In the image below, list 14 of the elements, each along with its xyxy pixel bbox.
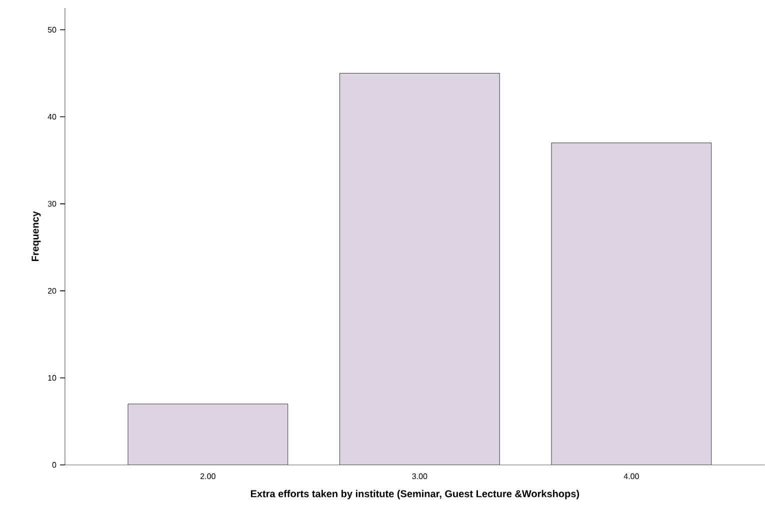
bar [128,404,288,465]
y-tick-label: 50 [48,26,56,33]
x-axis-title: Extra efforts taken by institute (Seminar, Guest Lecture &Workshops) [250,490,580,500]
bar [340,73,500,465]
x-tick-label: 2.00 [200,473,216,480]
y-axis-title: Frequency [32,211,41,262]
y-tick-label: 40 [48,114,56,120]
y-tick-label: 10 [48,375,56,381]
y-tick-label: 20 [48,288,56,294]
bar [551,142,712,465]
y-tick-label: 30 [48,201,56,207]
y-tick-label: 0 [52,462,56,468]
x-tick-label: 3.00 [412,473,428,480]
x-tick-label: 4.00 [624,473,639,480]
